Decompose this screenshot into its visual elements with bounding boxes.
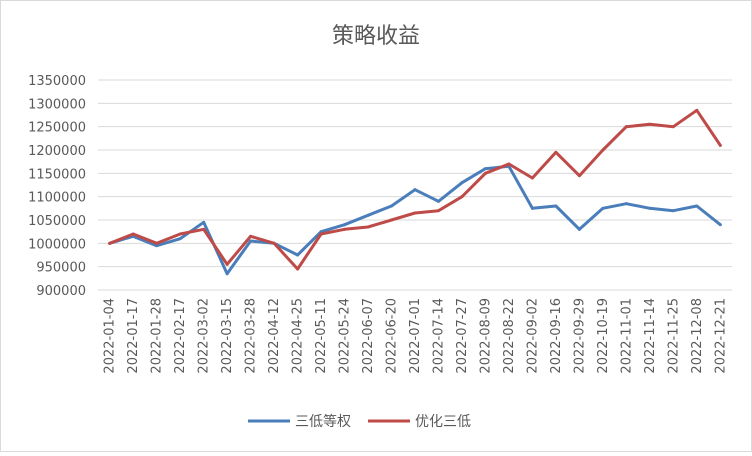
data-point bbox=[624, 125, 628, 129]
data-point bbox=[718, 223, 722, 227]
data-point bbox=[460, 181, 464, 185]
series-lines bbox=[108, 108, 722, 276]
data-point bbox=[319, 232, 323, 236]
x-tick-label: 2022-06-07 bbox=[361, 298, 376, 374]
x-tick-label: 2022-04-25 bbox=[291, 298, 306, 374]
x-tick-label: 2022-01-04 bbox=[103, 298, 118, 374]
data-point bbox=[108, 241, 112, 245]
x-axis-tick-labels: 2022-01-04 2022-01-17 2022-01-28 2022-02-17… bbox=[103, 298, 729, 374]
x-tick-label: 2022-10-19 bbox=[596, 298, 611, 374]
data-point bbox=[530, 176, 534, 180]
data-point bbox=[155, 241, 159, 245]
data-point bbox=[601, 148, 605, 152]
x-tick-label: 2022-09-29 bbox=[572, 298, 587, 374]
x-tick-label: 2022-07-27 bbox=[455, 298, 470, 374]
x-tick-label: 2022-09-02 bbox=[525, 298, 540, 374]
legend-label: 三低等权 bbox=[295, 413, 351, 430]
data-point bbox=[272, 241, 276, 245]
data-point bbox=[249, 234, 253, 238]
data-point bbox=[695, 204, 699, 208]
legend: 三低等权 优化三低 bbox=[248, 413, 471, 430]
data-point bbox=[507, 162, 511, 166]
data-point bbox=[178, 232, 182, 236]
x-tick-label: 2022-05-11 bbox=[314, 298, 329, 374]
x-tick-label: 2022-07-01 bbox=[408, 298, 423, 374]
data-point bbox=[671, 125, 675, 129]
x-tick-label: 2022-06-20 bbox=[385, 298, 400, 374]
data-point bbox=[296, 253, 300, 257]
data-point bbox=[436, 209, 440, 213]
gridlines bbox=[98, 79, 732, 291]
data-point bbox=[577, 174, 581, 178]
x-tick-label: 2022-03-28 bbox=[244, 298, 259, 374]
legend-label: 优化三低 bbox=[415, 414, 471, 430]
data-point bbox=[671, 209, 675, 213]
x-tick-label: 2022-09-16 bbox=[549, 298, 564, 374]
data-point bbox=[648, 122, 652, 126]
y-tick-label: 1250000 bbox=[28, 121, 86, 136]
y-tick-label: 900000 bbox=[36, 284, 86, 299]
x-tick-label: 2022-03-15 bbox=[220, 298, 235, 374]
data-point bbox=[530, 206, 534, 210]
x-tick-label: 2022-08-09 bbox=[478, 298, 493, 374]
x-tick-label: 2022-11-25 bbox=[666, 298, 681, 374]
data-point bbox=[554, 204, 558, 208]
x-tick-label: 2022-11-01 bbox=[619, 298, 634, 374]
data-point bbox=[202, 220, 206, 224]
data-point bbox=[249, 239, 253, 243]
y-tick-label: 1300000 bbox=[28, 97, 86, 112]
data-point bbox=[366, 225, 370, 229]
x-tick-label: 2022-12-21 bbox=[713, 298, 728, 374]
x-tick-label: 2022-12-08 bbox=[690, 298, 705, 374]
data-point bbox=[624, 202, 628, 206]
data-point bbox=[390, 204, 394, 208]
y-tick-label: 1100000 bbox=[28, 191, 86, 206]
data-point bbox=[695, 108, 699, 112]
data-point bbox=[178, 237, 182, 241]
y-tick-label: 1050000 bbox=[28, 214, 86, 229]
data-point bbox=[225, 262, 229, 266]
data-point bbox=[202, 227, 206, 231]
y-tick-label: 1200000 bbox=[28, 144, 86, 159]
x-tick-label: 2022-11-14 bbox=[643, 298, 658, 374]
chart-title: 策略收益 bbox=[332, 24, 420, 49]
y-tick-label: 950000 bbox=[36, 261, 86, 276]
data-point bbox=[155, 244, 159, 248]
x-tick-label: 2022-02-17 bbox=[173, 298, 188, 374]
data-point bbox=[577, 227, 581, 231]
data-point bbox=[296, 267, 300, 271]
data-point bbox=[343, 223, 347, 227]
data-point bbox=[460, 195, 464, 199]
x-tick-label: 2022-04-12 bbox=[267, 298, 282, 374]
x-tick-label: 2022-08-22 bbox=[502, 298, 517, 374]
y-axis-tick-labels: 900000 950000 1000000 1050000 1100000 1150000… bbox=[28, 74, 86, 299]
data-point bbox=[390, 218, 394, 222]
data-point bbox=[601, 206, 605, 210]
data-point bbox=[483, 171, 487, 175]
data-point bbox=[554, 150, 558, 154]
data-point bbox=[343, 227, 347, 231]
x-tick-label: 2022-05-24 bbox=[338, 298, 353, 374]
y-tick-label: 1000000 bbox=[28, 237, 86, 252]
data-point bbox=[131, 232, 135, 236]
x-tick-label: 2022-03-02 bbox=[197, 298, 212, 374]
x-tick-label: 2022-01-28 bbox=[150, 298, 165, 374]
data-point bbox=[366, 213, 370, 217]
data-point bbox=[718, 143, 722, 147]
x-tick-label: 2022-07-14 bbox=[431, 298, 446, 374]
data-point bbox=[413, 188, 417, 192]
y-tick-label: 1150000 bbox=[28, 167, 86, 182]
y-tick-label: 1350000 bbox=[28, 74, 86, 89]
data-point bbox=[413, 211, 417, 215]
data-point bbox=[483, 167, 487, 171]
data-point bbox=[436, 199, 440, 203]
data-point bbox=[225, 272, 229, 276]
data-point bbox=[648, 206, 652, 210]
x-tick-label: 2022-01-17 bbox=[126, 298, 141, 374]
